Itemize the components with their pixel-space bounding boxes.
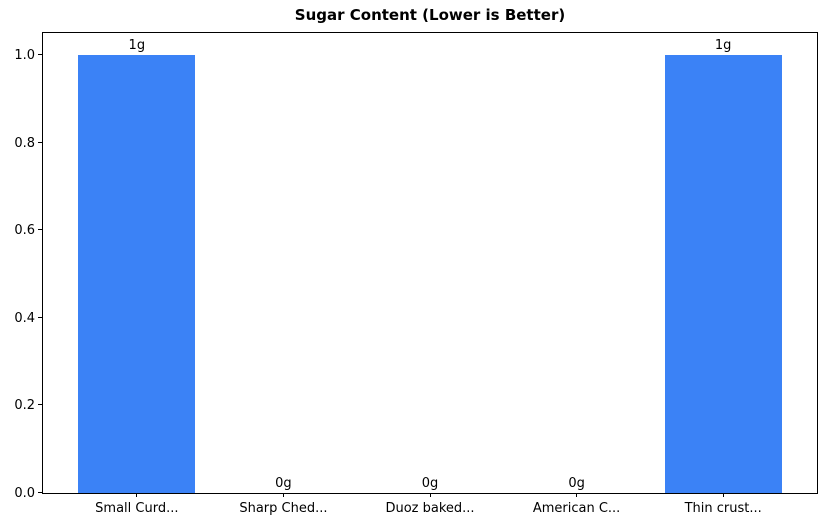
- x-axis-category-label: Small Curd...: [95, 501, 179, 516]
- x-axis-tick-mark: [576, 493, 578, 497]
- bar-5: [664, 54, 782, 493]
- x-axis-tick-mark: [282, 493, 284, 497]
- x-axis-tick-mark: [429, 493, 431, 497]
- bar-value-label: 0g: [275, 476, 292, 491]
- chart-title: Sugar Content (Lower is Better): [294, 6, 566, 24]
- x-axis-category-label: Sharp Ched...: [239, 501, 328, 516]
- y-axis-tick-mark: [38, 53, 42, 55]
- y-axis-tick-label: 0.4: [14, 310, 35, 326]
- y-axis-tick-mark: [38, 316, 42, 318]
- y-axis-tick-label: 0.8: [14, 135, 35, 151]
- x-axis-category-label: Duoz baked...: [385, 501, 475, 516]
- x-axis-tick-mark: [722, 493, 724, 497]
- y-axis-tick-mark: [38, 229, 42, 231]
- y-axis-tick-mark: [38, 404, 42, 406]
- y-axis-tick-label: 0.0: [14, 486, 35, 501]
- x-axis-tick-mark: [136, 493, 138, 497]
- bar-value-label: 0g: [421, 476, 439, 491]
- bar-value-label: 0g: [568, 476, 585, 491]
- y-axis-tick-label: 0.6: [14, 223, 35, 239]
- y-axis-tick-mark: [38, 492, 42, 493]
- y-axis-tick-label: 1.0: [14, 47, 35, 63]
- bar-value-label: 1g: [714, 37, 732, 53]
- bar-1: [78, 54, 196, 493]
- plot-area: 0.0 0.2 0.4 0.6 0.8 1.0 1g Small Curd... 0g Sharp…: [14, 32, 818, 515]
- y-axis-tick-label: 0.2: [14, 398, 35, 414]
- bar-value-label: 1g: [128, 37, 146, 53]
- x-axis-category-label: Thin crust...: [684, 501, 762, 516]
- y-axis-tick-mark: [38, 141, 42, 143]
- x-axis-category-label: American C...: [532, 501, 621, 516]
